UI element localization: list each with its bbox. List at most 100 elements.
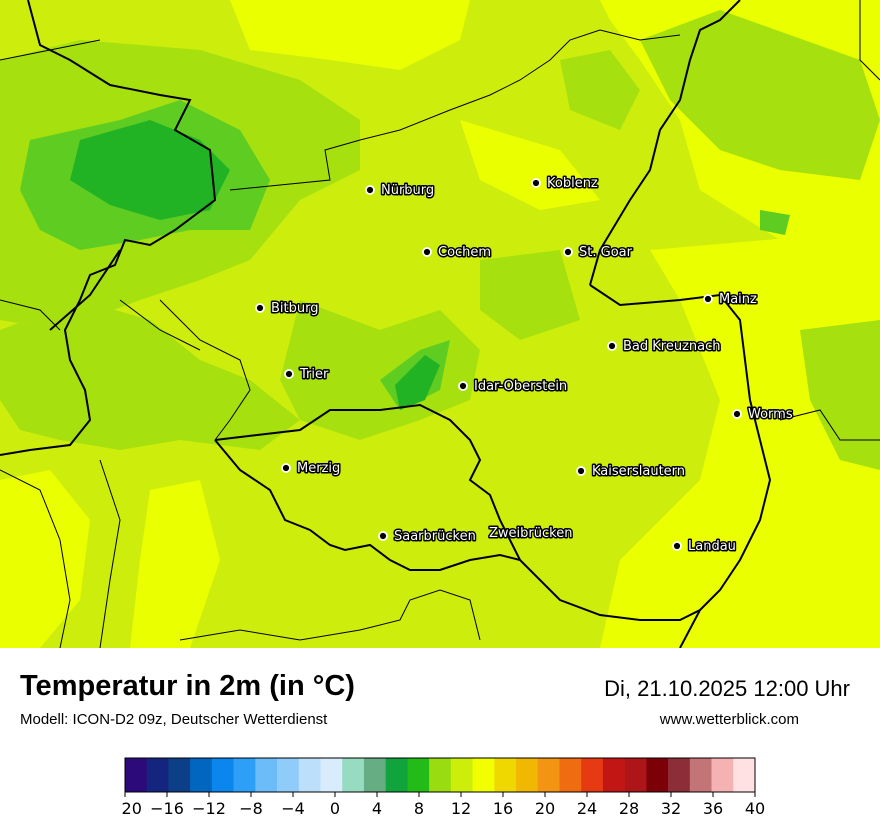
city-dot: [255, 303, 265, 313]
legend-color-swatch: [190, 758, 213, 792]
legend-color-swatch: [168, 758, 191, 792]
legend-color-swatch: [646, 758, 669, 792]
city-zweibr-cken: Zweibrücken: [488, 525, 574, 543]
city-landau: Landau: [672, 538, 737, 556]
legend-color-swatch: [146, 758, 169, 792]
color-legend: −20 −16 −12 −8 −4 0 4 8 12 16 20 24 28 32 36 40: [120, 757, 765, 818]
city-dot: [703, 294, 713, 304]
city-label: St. Goar: [579, 245, 633, 260]
temperature-map: Nürburg Koblenz Cochem St. Goar Bitburg Mainz…: [0, 0, 880, 648]
city-label: Zweibrücken: [489, 526, 572, 541]
legend-tick-label: 40: [745, 799, 765, 818]
city-saarbr-cken: Saarbrücken: [378, 528, 477, 546]
legend-color-swatch: [689, 758, 712, 792]
city-dot: [365, 185, 375, 195]
legend-color-swatch: [233, 758, 256, 792]
legend-frame: [124, 757, 756, 793]
city-merzig: Merzig: [281, 460, 342, 478]
city-label: Worms: [748, 407, 793, 422]
city-label: Landau: [688, 539, 736, 554]
footer: Temperatur in 2m (in °C) Modell: ICON-D2…: [0, 648, 880, 830]
city-dot: [531, 178, 541, 188]
legend-tick-label: −20: [120, 799, 142, 818]
legend-color-swatch: [342, 758, 365, 792]
legend-color-swatch: [537, 758, 560, 792]
city-label: Kaiserslautern: [592, 464, 685, 479]
legend-color-swatch: [450, 758, 473, 792]
map-title: Temperatur in 2m (in °C): [20, 670, 355, 702]
city-label: Saarbrücken: [394, 529, 476, 544]
city-markers: Nürburg Koblenz Cochem St. Goar Bitburg Mainz…: [255, 175, 794, 556]
legend-color-swatch: [668, 758, 691, 792]
legend-color-swatch: [255, 758, 278, 792]
city-idar-oberstein: Idar-Oberstein: [458, 378, 569, 396]
city-label: Bad Kreuznach: [623, 339, 721, 354]
city-dot: [284, 369, 294, 379]
coolest-areas: [70, 120, 440, 410]
city-kaiserslautern: Kaiserslautern: [576, 463, 687, 481]
city-trier: Trier: [284, 366, 330, 384]
city-label: Trier: [299, 367, 329, 382]
district-borders: [0, 0, 880, 648]
legend-color-swatch: [320, 758, 343, 792]
legend-color-swatch: [277, 758, 300, 792]
city-label: Mainz: [719, 292, 757, 307]
forecast-datetime: Di, 21.10.2025 12:00 Uhr: [604, 676, 850, 701]
legend-color-swatch: [711, 758, 734, 792]
legend-color-swatch: [516, 758, 539, 792]
city-label: Idar-Oberstein: [474, 379, 567, 394]
city-dot: [458, 381, 468, 391]
website-link[interactable]: www.wetterblick.com: [659, 711, 799, 728]
legend-color-swatch: [363, 758, 386, 792]
legend-color-swatch: [429, 758, 452, 792]
city-n-rburg: Nürburg: [365, 182, 436, 200]
city-mainz: Mainz: [703, 291, 759, 309]
city-dot: [563, 247, 573, 257]
model-subtitle: Modell: ICON-D2 09z, Deutscher Wetterdie…: [20, 711, 328, 728]
legend-tick-label: −16: [150, 799, 184, 818]
legend-color-swatch: [624, 758, 647, 792]
legend-tick-label: −4: [281, 799, 305, 818]
city-bad-kreuznach: Bad Kreuznach: [607, 338, 722, 356]
legend-tick-label: 8: [414, 799, 424, 818]
legend-tick-label: 28: [619, 799, 639, 818]
legend-tick-label: 20: [535, 799, 555, 818]
legend-color-swatch: [385, 758, 408, 792]
legend-tick-label: 16: [493, 799, 513, 818]
legend-tick-label: 4: [372, 799, 382, 818]
legend-color-swatch: [581, 758, 604, 792]
legend-color-swatch: [494, 758, 517, 792]
legend-color-swatch: [298, 758, 321, 792]
legend-tick-label: 36: [703, 799, 723, 818]
legend-tick-label: 24: [577, 799, 597, 818]
legend-tick-label: −8: [239, 799, 263, 818]
city-st-goar: St. Goar: [563, 244, 634, 262]
legend-color-swatch: [125, 758, 148, 792]
legend-tick-label: 0: [330, 799, 340, 818]
borders: [0, 0, 772, 648]
city-label: Koblenz: [547, 176, 598, 191]
legend-tick-label: 32: [661, 799, 681, 818]
city-label: Bitburg: [271, 301, 319, 316]
city-dot: [607, 341, 617, 351]
city-dot: [732, 409, 742, 419]
city-dot: [422, 247, 432, 257]
city-dot: [576, 466, 586, 476]
city-label: Nürburg: [381, 183, 434, 198]
legend-color-swatch: [733, 758, 756, 792]
city-label: Cochem: [438, 245, 491, 260]
city-cochem: Cochem: [422, 244, 493, 262]
city-bitburg: Bitburg: [255, 300, 320, 318]
city-koblenz: Koblenz: [531, 175, 599, 193]
legend-tick-label: −12: [192, 799, 226, 818]
legend-color-swatch: [559, 758, 582, 792]
city-worms: Worms: [732, 406, 794, 424]
legend-color-swatch: [472, 758, 495, 792]
city-label: Merzig: [297, 461, 340, 476]
legend-color-swatch: [602, 758, 625, 792]
legend-color-swatch: [407, 758, 430, 792]
city-dot: [281, 463, 291, 473]
city-dot: [672, 541, 682, 551]
legend-tick-label: 12: [451, 799, 471, 818]
city-dot: [378, 531, 388, 541]
